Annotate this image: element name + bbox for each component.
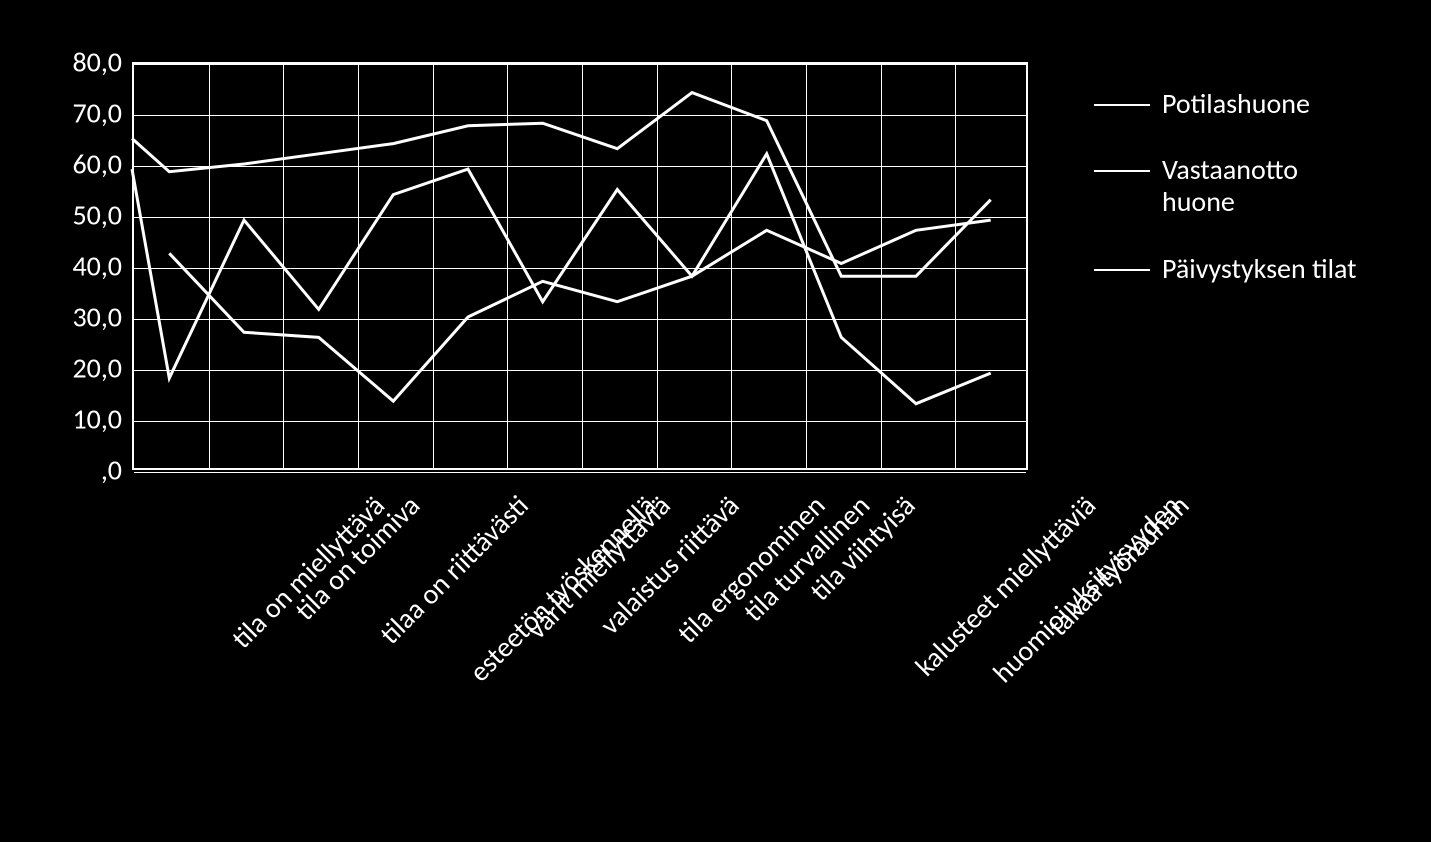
legend-label: Vastaanotto huone bbox=[1162, 154, 1362, 218]
legend-swatch bbox=[1094, 269, 1150, 271]
y-tick-label: 70,0 bbox=[62, 96, 122, 131]
legend-entry: Potilashuone bbox=[1094, 88, 1362, 120]
legend-swatch bbox=[1094, 104, 1150, 106]
y-tick-label: 80,0 bbox=[62, 45, 122, 80]
legend: Potilashuone Vastaanotto huone Päivystykse… bbox=[1094, 88, 1362, 319]
legend-swatch bbox=[1094, 170, 1150, 172]
y-tick-label: 60,0 bbox=[62, 147, 122, 182]
legend-entry: Vastaanotto huone bbox=[1094, 154, 1362, 218]
series-line-1 bbox=[132, 93, 991, 277]
y-tick-label: ,0 bbox=[62, 453, 122, 488]
y-tick-label: 20,0 bbox=[62, 351, 122, 386]
legend-label: Päivystyksen tilat bbox=[1162, 253, 1357, 285]
y-tick-label: 50,0 bbox=[62, 198, 122, 233]
legend-label: Potilashuone bbox=[1162, 88, 1310, 120]
chart-container: Potilashuone Vastaanotto huone Päivystykse… bbox=[0, 0, 1431, 842]
legend-entry: Päivystyksen tilat bbox=[1094, 253, 1362, 285]
y-tick-label: 40,0 bbox=[62, 249, 122, 284]
series-line-2 bbox=[132, 154, 991, 404]
y-tick-label: 10,0 bbox=[62, 402, 122, 437]
y-tick-label: 30,0 bbox=[62, 300, 122, 335]
